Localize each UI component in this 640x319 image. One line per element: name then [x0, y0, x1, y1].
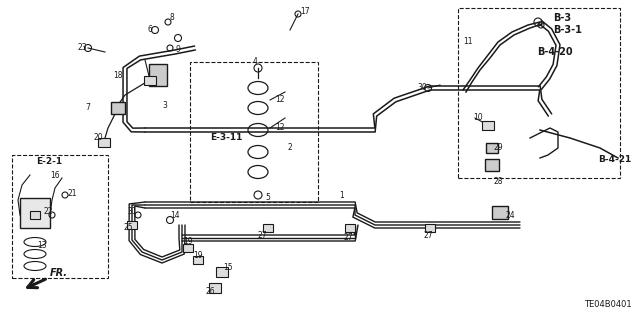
Text: 8: 8: [170, 13, 174, 23]
Text: 27: 27: [343, 234, 353, 242]
Text: 19: 19: [183, 238, 193, 247]
Bar: [209, 283, 221, 293]
Text: 21: 21: [67, 189, 77, 197]
Bar: [492, 205, 508, 219]
Text: E-3-11: E-3-11: [210, 133, 243, 143]
Text: 25: 25: [123, 224, 133, 233]
Text: 12: 12: [275, 123, 285, 132]
Text: 13: 13: [37, 241, 47, 249]
Text: B-3: B-3: [553, 13, 571, 23]
Bar: [482, 121, 494, 130]
Bar: [183, 244, 193, 252]
Text: 23: 23: [77, 43, 87, 53]
Text: 30: 30: [417, 84, 427, 93]
Bar: [486, 143, 498, 153]
Bar: [216, 267, 228, 277]
Bar: [485, 159, 499, 171]
Text: B-4-20: B-4-20: [537, 47, 573, 57]
Bar: [425, 224, 435, 232]
Text: 1: 1: [340, 190, 344, 199]
Text: 31: 31: [127, 207, 137, 217]
Text: 27: 27: [423, 231, 433, 240]
Bar: [345, 224, 355, 232]
Text: 5: 5: [266, 194, 271, 203]
Text: 9: 9: [175, 46, 180, 55]
Text: 15: 15: [223, 263, 233, 272]
Text: 22: 22: [44, 207, 52, 217]
Text: 16: 16: [50, 170, 60, 180]
Bar: [111, 102, 125, 114]
Text: B-3-1: B-3-1: [553, 25, 582, 35]
Text: 28: 28: [493, 177, 503, 187]
Bar: [144, 76, 156, 85]
Text: 11: 11: [463, 38, 473, 47]
Text: 3: 3: [163, 100, 168, 109]
Bar: [263, 224, 273, 232]
Bar: [127, 221, 137, 229]
Bar: [12, 155, 108, 278]
Text: 14: 14: [170, 211, 180, 219]
Bar: [20, 198, 50, 228]
Text: 18: 18: [113, 70, 123, 79]
Text: 19: 19: [193, 250, 203, 259]
Text: 12: 12: [275, 95, 285, 105]
Bar: [30, 211, 40, 219]
Text: 2: 2: [287, 144, 292, 152]
Text: 20: 20: [93, 133, 103, 143]
Bar: [149, 64, 167, 86]
Text: 10: 10: [473, 114, 483, 122]
Text: TE04B0401: TE04B0401: [584, 300, 632, 309]
Text: 29: 29: [493, 144, 503, 152]
Bar: [458, 8, 620, 178]
Text: FR.: FR.: [50, 268, 68, 278]
Text: E-2-1: E-2-1: [36, 158, 62, 167]
Text: B-4-21: B-4-21: [598, 155, 631, 165]
Text: 26: 26: [205, 287, 215, 296]
Text: 7: 7: [86, 103, 90, 113]
Bar: [98, 137, 110, 146]
Text: 24: 24: [505, 211, 515, 219]
Text: 27: 27: [257, 231, 267, 240]
Text: 6: 6: [148, 26, 152, 34]
Bar: [193, 256, 203, 264]
Text: 17: 17: [300, 8, 310, 17]
Bar: [190, 62, 318, 202]
Text: 4: 4: [253, 57, 257, 66]
